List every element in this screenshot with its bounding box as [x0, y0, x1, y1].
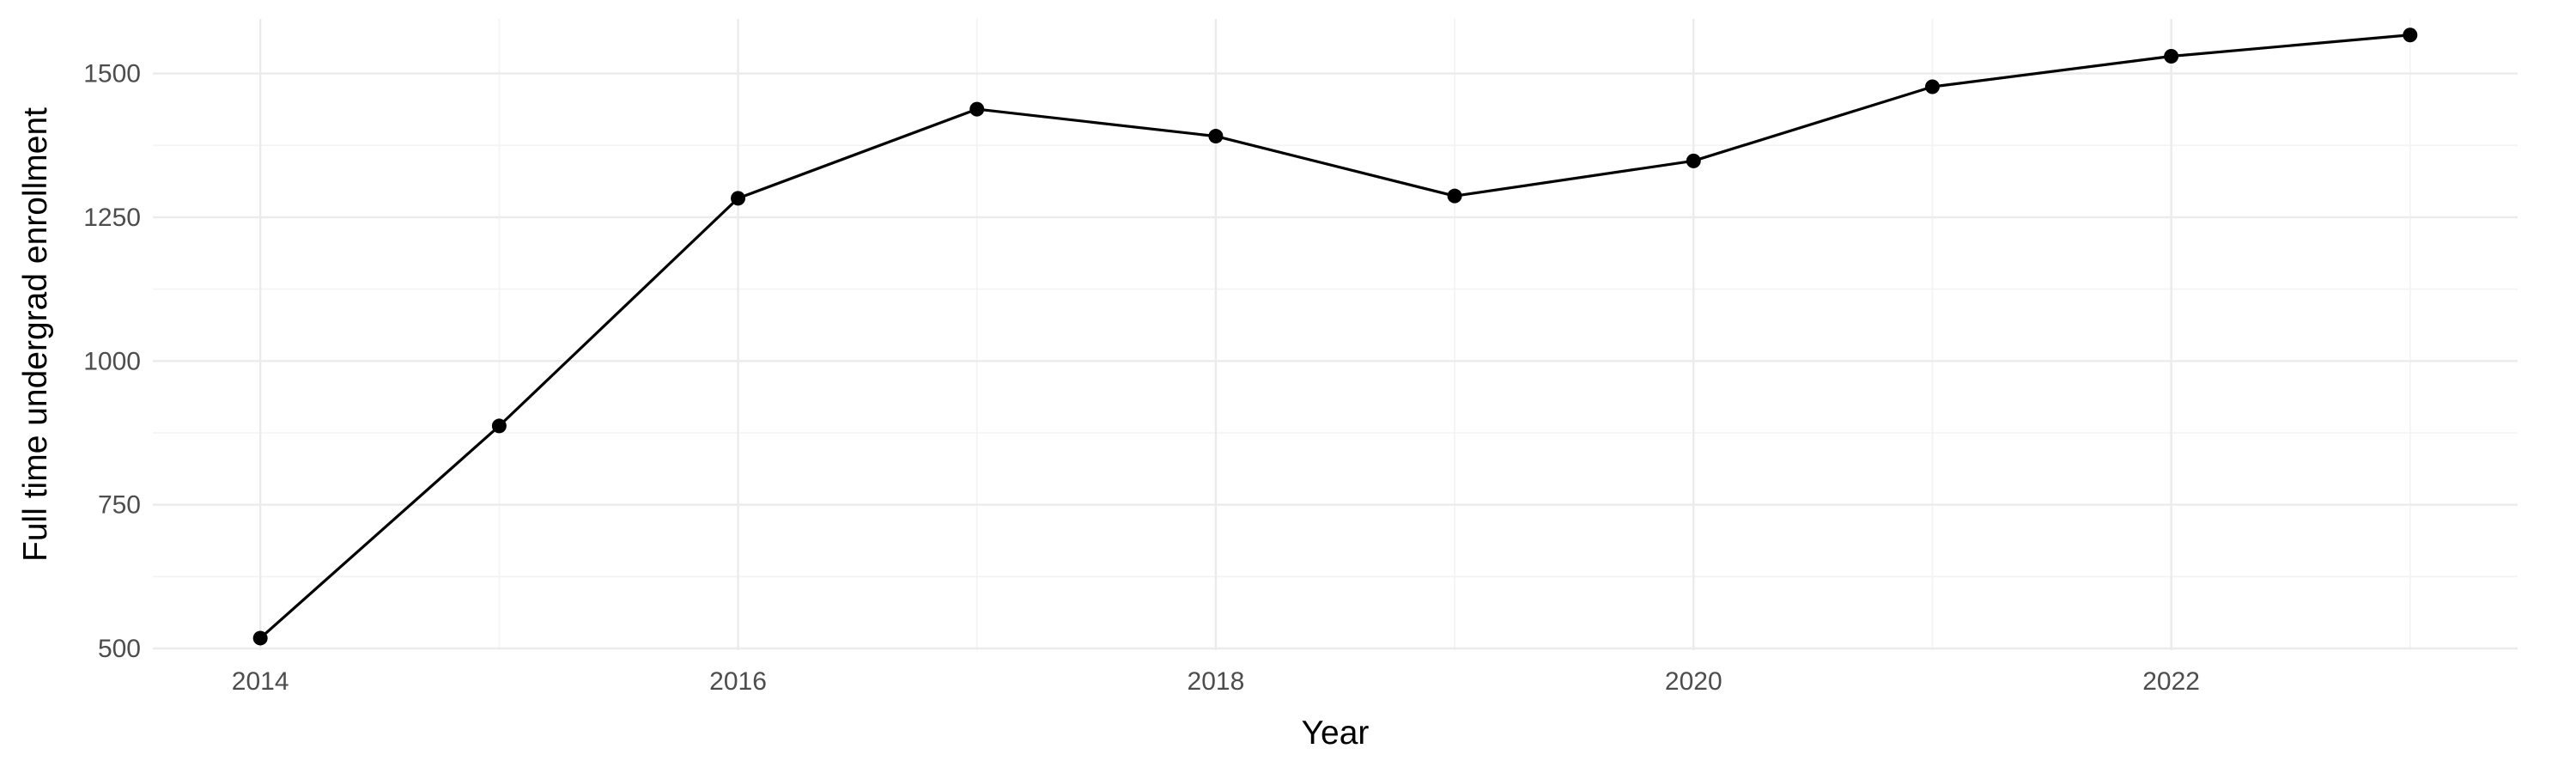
x-tick-label: 2022 [2142, 667, 2200, 696]
data-point [1208, 129, 1224, 144]
x-axis-title: Year [1302, 715, 1370, 752]
x-tick-label: 2018 [1188, 667, 1245, 696]
y-axis-title: Full time undergrad enrollment [17, 107, 54, 562]
grid-layer [153, 19, 2518, 650]
y-tick-label: 1500 [83, 60, 141, 88]
series-line [258, 33, 2412, 640]
data-point [2403, 27, 2418, 43]
tick-layer: 500 750 1000 1250 1500 2014 2016 2018 2020 2022 [83, 60, 2200, 696]
y-tick-label: 1250 [83, 204, 141, 232]
data-point [252, 630, 268, 646]
data-point [1686, 153, 1701, 168]
data-point [491, 418, 507, 434]
data-point [2164, 49, 2179, 64]
x-tick-label: 2020 [1665, 667, 1722, 696]
data-point [1924, 79, 1940, 94]
x-tick-label: 2016 [709, 667, 767, 696]
y-tick-label: 500 [98, 635, 141, 663]
data-point [969, 101, 985, 117]
x-tick-label: 2014 [232, 667, 289, 696]
data-point [1447, 188, 1462, 204]
series-layer [252, 27, 2418, 646]
y-tick-label: 1000 [83, 347, 141, 375]
data-point [731, 191, 746, 206]
y-tick-label: 750 [98, 491, 141, 520]
